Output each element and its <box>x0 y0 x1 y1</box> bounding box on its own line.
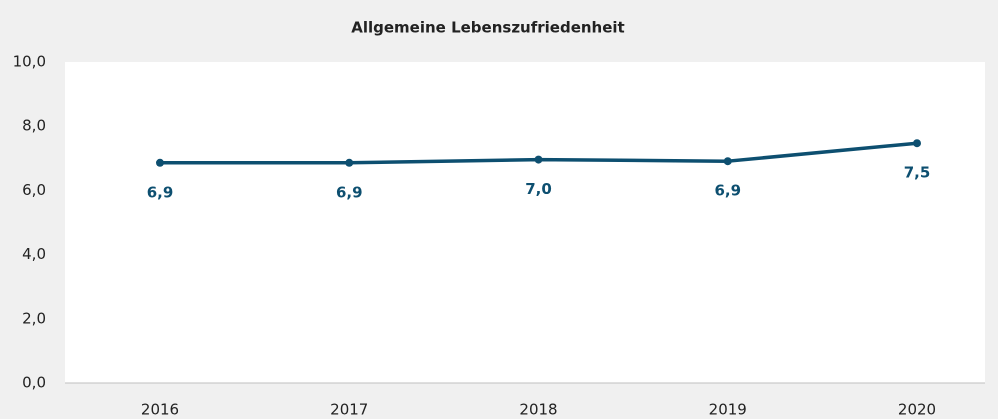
x-tick-label: 2016 <box>141 401 179 419</box>
data-label: 7,0 <box>525 180 552 198</box>
y-tick-label: 4,0 <box>22 245 46 263</box>
chart-title: Allgemeine Lebenszufriedenheit <box>351 19 624 37</box>
data-label: 6,9 <box>714 182 741 200</box>
x-tick-label: 2020 <box>898 401 936 419</box>
data-label: 7,5 <box>904 164 931 182</box>
data-point <box>913 139 921 148</box>
data-label: 6,9 <box>336 183 363 201</box>
data-point <box>534 155 543 164</box>
y-tick-label: 0,0 <box>22 374 46 392</box>
data-label: 6,9 <box>147 183 174 201</box>
y-tick-label: 10,0 <box>13 53 46 71</box>
plot-area <box>65 62 985 383</box>
x-tick-label: 2019 <box>709 401 747 419</box>
data-point <box>345 158 354 167</box>
x-tick-label: 2017 <box>330 401 368 419</box>
data-point <box>723 157 732 166</box>
x-tick-label: 2018 <box>519 401 557 419</box>
y-tick-label: 2,0 <box>22 309 46 327</box>
y-tick-label: 6,0 <box>22 181 46 199</box>
data-point <box>156 158 164 167</box>
y-tick-label: 8,0 <box>22 117 46 135</box>
